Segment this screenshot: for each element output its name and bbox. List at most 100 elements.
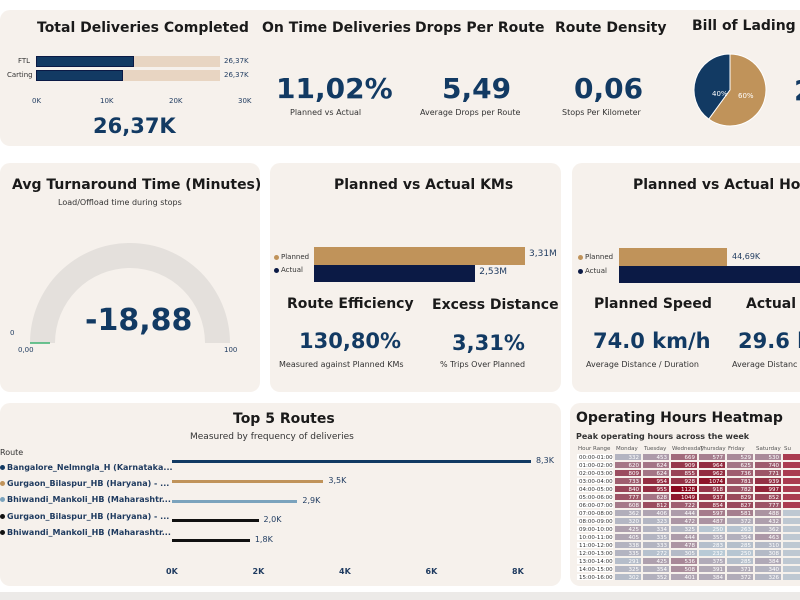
- heatmap-cell: 362: [754, 525, 782, 533]
- heatmap-hour: 06:00-07:00: [576, 501, 614, 509]
- heatmap-hour: 10:00-11:00: [576, 533, 614, 541]
- route-bar[interactable]: [172, 479, 324, 483]
- route-legend-item[interactable]: Gurgaon_Bilaspur_HB (Haryana) - ...: [0, 512, 169, 521]
- heatmap-hour: 03:00-04:00: [576, 477, 614, 485]
- heatmap-cell: 362: [614, 509, 642, 517]
- heatmap-cell: 391: [698, 565, 726, 573]
- route-name: Bhiwandi_Mankoli_HB (Maharashtr...: [7, 495, 171, 505]
- heatmap-cell-clipped: [782, 573, 800, 581]
- route-dot-icon: [0, 497, 5, 503]
- heatmap-cell-clipped: [782, 541, 800, 549]
- turnaround-value: -18,88: [85, 303, 193, 338]
- route-value: 8,3K: [535, 456, 554, 465]
- heatmap-cell: 326: [754, 573, 782, 581]
- legend-actual-label: Actual: [281, 266, 303, 274]
- route-legend-item[interactable]: Gurgaon_Bilaspur_HB (Haryana) - ...: [0, 479, 169, 488]
- heatmap-cell: 372: [726, 517, 754, 525]
- axis-tick: 0K: [32, 97, 42, 105]
- heatmap-cell: 733: [614, 477, 642, 485]
- heatmap-day-header: Saturday: [756, 446, 781, 452]
- total-bar-bg: [36, 70, 220, 81]
- actual-dot-icon: [274, 267, 279, 273]
- route-bar[interactable]: [172, 499, 298, 503]
- heatmap-cell: 401: [670, 573, 698, 581]
- route-legend-item[interactable]: Bangalore_Nelmngla_H (Karnataka...: [0, 463, 173, 472]
- planned-hours-bar: [619, 248, 727, 266]
- heatmap-cell: 272: [642, 549, 670, 557]
- on-time-value: 11,02%: [276, 72, 393, 105]
- completed-bar: [36, 56, 134, 67]
- heatmap-cell-clipped: [782, 493, 800, 501]
- heatmap-cell: 954: [642, 477, 670, 485]
- heatmap-cell-clipped: [782, 501, 800, 509]
- kms-card: Planned vs Actual KMs Planned Actual 3,3…: [270, 163, 561, 392]
- gauge-max: 100: [224, 346, 238, 354]
- route-axis-tick: 0K: [166, 567, 178, 576]
- route-value: 1,8K: [254, 535, 273, 545]
- heatmap-cell: 1128: [670, 485, 698, 493]
- heatmap-cell: 997: [754, 485, 782, 493]
- kpi-card: Total Deliveries Completed FTL Carting 2…: [0, 10, 800, 146]
- excess-value: 3,31%: [452, 331, 525, 355]
- heatmap-hour: 01:00-02:00: [576, 461, 614, 469]
- heatmap-cell: 320: [614, 517, 642, 525]
- excess-caption: % Trips Over Planned: [440, 360, 526, 369]
- turnaround-title: Avg Turnaround Time (Minutes): [12, 177, 260, 193]
- heatmap-row-header[interactable]: Hour Range: [578, 446, 611, 452]
- route-bar[interactable]: [172, 519, 259, 523]
- heatmap-cell: 335: [642, 533, 670, 541]
- heatmap-cell-clipped: [782, 477, 800, 485]
- route-legend-item[interactable]: Bhiwandi_Mankoli_HB (Maharashtr...: [0, 495, 171, 504]
- bill-of-lading-title: Bill of Lading Sp: [692, 18, 800, 34]
- heatmap-cell: 332: [614, 453, 642, 461]
- heatmap-cell-clipped: [782, 461, 800, 469]
- heatmap-cell: 355: [698, 533, 726, 541]
- heatmap-cell: 250: [698, 525, 726, 533]
- route-bar[interactable]: [172, 460, 531, 463]
- route-bar[interactable]: [172, 539, 250, 543]
- heatmap-cell: 928: [670, 477, 698, 485]
- heatmap-cell: 285: [726, 557, 754, 565]
- heatmap-cell: 425: [614, 525, 642, 533]
- heatmap-cell: 371: [726, 565, 754, 573]
- carting-value: 26,37K: [224, 71, 249, 79]
- heatmap-cell-clipped: [782, 533, 800, 541]
- route-legend-item[interactable]: Bhiwandi_Mankoli_HB (Maharashtr...: [0, 528, 171, 537]
- actual-speed-caption: Average Distanc: [732, 360, 798, 369]
- route-name: Gurgaon_Bilaspur_HB (Haryana) - ...: [7, 511, 170, 521]
- heatmap-cell: 488: [754, 509, 782, 517]
- planned-speed-value: 74.0 km/h: [593, 329, 711, 353]
- heatmap-cell: 335: [614, 549, 642, 557]
- route-name: Bangalore_Nelmngla_H (Karnataka...: [7, 463, 173, 472]
- density-title: Route Density: [555, 20, 667, 36]
- heatmap-cell: 829: [726, 493, 754, 501]
- route-dot-icon: [0, 513, 5, 519]
- bill-of-lading-pie: 40% 60%: [693, 53, 767, 127]
- heatmap-cell: 628: [642, 493, 670, 501]
- heatmap-cell: 354: [642, 565, 670, 573]
- heatmap-cell: 736: [726, 469, 754, 477]
- heatmap-cell: 625: [726, 461, 754, 469]
- heatmap-cell: 939: [754, 477, 782, 485]
- heatmap-cell: 305: [670, 549, 698, 557]
- heatmap-cell: 777: [614, 493, 642, 501]
- route-axis-tick: 6K: [425, 567, 438, 576]
- heatmap-cell: 812: [642, 501, 670, 509]
- carting-label: Carting: [7, 71, 33, 79]
- heatmap-cell-clipped: [782, 485, 800, 493]
- heatmap-hour: 12:00-13:00: [576, 549, 614, 557]
- heatmap-cell: 372: [726, 573, 754, 581]
- planned-km-value: 3,31M: [529, 249, 557, 259]
- heatmap-cell: 487: [698, 517, 726, 525]
- gauge-track: [30, 243, 230, 343]
- turnaround-gauge: [30, 243, 230, 344]
- on-time-title: On Time Deliveries: [262, 20, 411, 36]
- heatmap-hour: 02:00-03:00: [576, 469, 614, 477]
- route-dot-icon: [0, 481, 5, 487]
- heatmap-hour: 05:00-06:00: [576, 493, 614, 501]
- heatmap-cell: 310: [754, 541, 782, 549]
- pie-label-60: 60%: [738, 92, 754, 100]
- heatmap-cell: 444: [670, 509, 698, 517]
- pie-slice-40: [693, 53, 731, 120]
- heatmap-cell: 308: [754, 549, 782, 557]
